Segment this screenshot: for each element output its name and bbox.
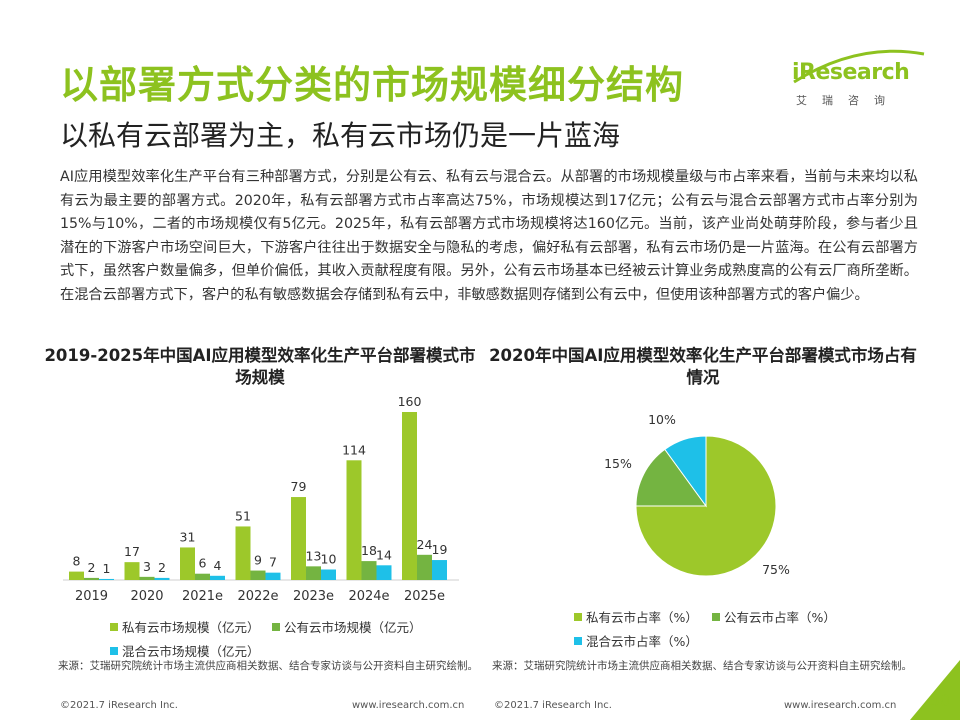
- bar-private: [402, 412, 417, 580]
- pie-value-label: 15%: [604, 456, 632, 471]
- bar-value-label: 114: [342, 442, 366, 457]
- x-tick-label: 2021e: [182, 589, 223, 604]
- bar-value-label: 3: [143, 559, 151, 574]
- bar-value-label: 1: [103, 561, 111, 576]
- iresearch-logo: iResearch 艾瑞咨询: [792, 49, 925, 112]
- legend-swatch: [574, 613, 582, 621]
- bar-value-label: 79: [291, 479, 307, 494]
- bar-public: [306, 566, 321, 580]
- bar-private: [235, 526, 251, 580]
- legend-label: 私有云市场规模（亿元）: [122, 620, 260, 635]
- x-tick-label: 2024e: [348, 589, 389, 604]
- bar-value-label: 2: [88, 560, 96, 575]
- legend-public-share: 公有云市占率（%）: [712, 607, 836, 626]
- x-tick-label: 2022e: [237, 589, 278, 604]
- bar-value-label: 160: [398, 394, 422, 409]
- legend-label: 私有云市占率（%）: [586, 610, 698, 625]
- bar-value-label: 14: [376, 547, 392, 562]
- legend-label: 混合云市场规模（亿元）: [122, 644, 260, 659]
- legend-label: 混合云市占率（%）: [586, 634, 698, 649]
- bar-value-label: 18: [361, 543, 377, 558]
- bar-value-label: 9: [254, 553, 262, 568]
- footer-website-left[interactable]: www.iresearch.com.cn: [352, 700, 465, 711]
- logo-chinese: 艾瑞咨询: [796, 94, 900, 107]
- legend-private-share: 私有云市占率（%）: [574, 607, 698, 626]
- logo-swoosh: [793, 49, 925, 84]
- bar-hybrid: [376, 565, 392, 580]
- legend-label: 公有云市场规模（亿元）: [284, 620, 422, 635]
- pie-chart-title: 2020年中国AI应用模型效率化生产平台部署模式市场占有情况: [489, 346, 917, 387]
- x-tick-label: 2020: [130, 589, 163, 604]
- pie-slice-hybrid: [664, 435, 707, 508]
- legend-swatch: [712, 613, 720, 621]
- bar-value-label: 10: [321, 552, 337, 567]
- legend-public-size: 公有云市场规模（亿元）: [272, 617, 422, 636]
- bar-public: [417, 554, 432, 580]
- bar-public: [84, 577, 99, 580]
- corner-decoration: [910, 660, 960, 720]
- bar-hybrid: [265, 572, 281, 580]
- bar-hybrid: [154, 577, 170, 580]
- page-subtitle: 以私有云部署为主，私有云市场仍是一片蓝海: [60, 119, 621, 152]
- footer-website-right[interactable]: www.iresearch.com.cn: [784, 700, 897, 711]
- body-paragraph: AI应用模型效率化生产平台有三种部署方式，分别是公有云、私有云与混合云。从部署的…: [60, 169, 918, 303]
- page-title: 以部署方式分类的市场规模细分结构: [60, 63, 685, 107]
- source-note-right: 来源：艾瑞研究院统计市场主流供应商相关数据、结合专家访谈与公开资料自主研究绘制。: [492, 660, 912, 672]
- footer-copyright-right: ©2021.7 iResearch Inc.: [494, 700, 612, 711]
- footer-copyright-left: ©2021.7 iResearch Inc.: [60, 700, 178, 711]
- bar-private: [291, 497, 306, 580]
- bar-private: [69, 571, 84, 580]
- bar-value-label: 24: [417, 537, 433, 552]
- bar-value-label: 31: [180, 529, 196, 544]
- pie-value-label: 10%: [648, 412, 676, 427]
- bar-hybrid: [321, 569, 336, 580]
- bar-private: [346, 460, 362, 580]
- legend-swatch: [574, 637, 582, 645]
- legend-swatch: [110, 647, 118, 655]
- bar-chart-title: 2019-2025年中国AI应用模型效率化生产平台部署模式市场规模: [44, 346, 476, 387]
- legend-hybrid-size: 混合云市场规模（亿元）: [110, 641, 260, 660]
- bar-value-label: 7: [269, 555, 277, 570]
- legend-swatch: [272, 623, 280, 631]
- x-tick-label: 2025e: [404, 589, 445, 604]
- bar-private: [124, 562, 140, 580]
- x-tick-label: 2023e: [293, 589, 334, 604]
- bar-public: [195, 573, 210, 580]
- bar-public: [250, 570, 266, 580]
- page-number: 30: [929, 691, 950, 710]
- bar-value-label: 17: [124, 544, 140, 559]
- bar-private: [180, 547, 195, 580]
- bar-public: [139, 576, 155, 580]
- bar-hybrid: [210, 575, 225, 580]
- pie-slice-public: [635, 448, 707, 507]
- pie-chart: 75% 15% 10%: [604, 412, 790, 577]
- bar-value-label: 4: [214, 558, 222, 573]
- bar-value-label: 8: [73, 554, 81, 569]
- bar-value-label: 13: [306, 548, 322, 563]
- source-note-left: 来源：艾瑞研究院统计市场主流供应商相关数据、结合专家访谈与公开资料自主研究绘制。: [58, 660, 478, 672]
- bar-public: [361, 561, 377, 580]
- bar-hybrid: [432, 560, 447, 580]
- bar-value-label: 19: [432, 542, 448, 557]
- legend-hybrid-share: 混合云市占率（%）: [574, 631, 698, 650]
- legend-label: 公有云市占率（%）: [724, 610, 836, 625]
- legend-swatch: [110, 623, 118, 631]
- bar-value-label: 51: [235, 508, 251, 523]
- x-tick-label: 2019: [75, 589, 108, 604]
- logo-wordmark: iResearch: [792, 60, 910, 85]
- bar-value-label: 2: [158, 560, 166, 575]
- legend-private-size: 私有云市场规模（亿元）: [110, 617, 260, 636]
- bar-hybrid: [99, 578, 114, 580]
- bar-value-label: 6: [199, 556, 207, 571]
- pie-value-label: 75%: [762, 562, 790, 577]
